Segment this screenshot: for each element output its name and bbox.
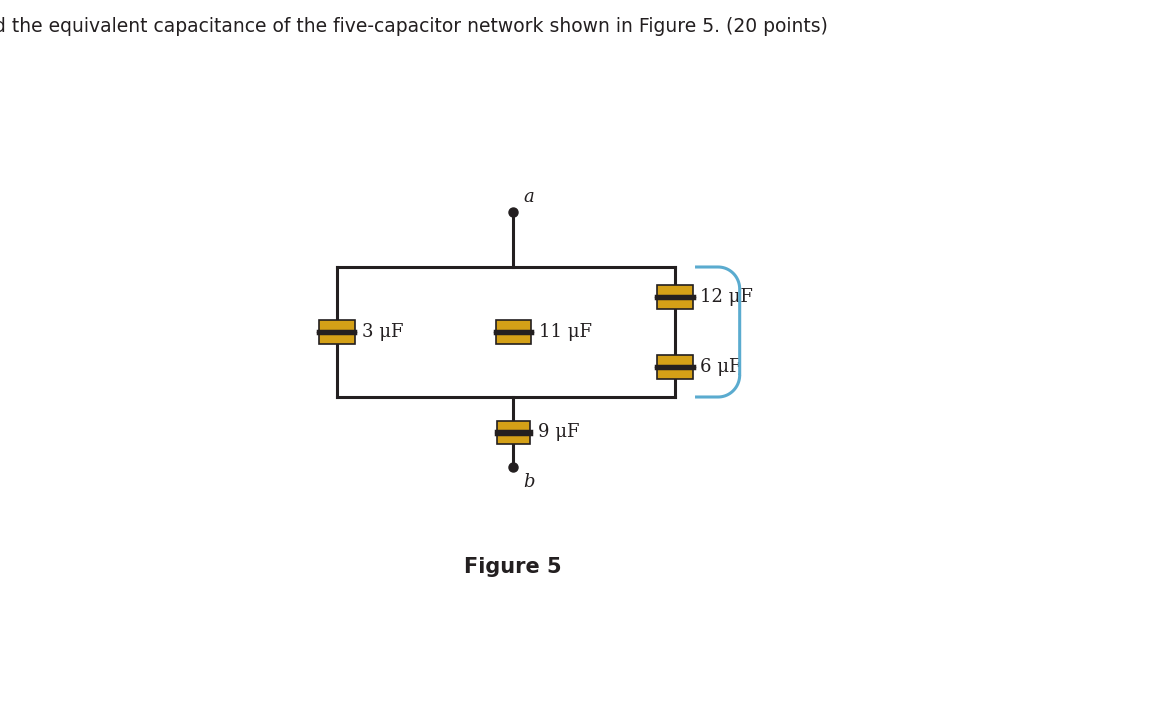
Bar [657,355,693,366]
Text: 6 μF: 6 μF [700,358,742,376]
Bar [496,333,531,344]
Bar [497,433,530,443]
Text: Figure 5: Figure 5 [464,557,562,577]
Bar [657,285,693,296]
Bar [320,333,355,344]
Text: d the equivalent capacitance of the five-capacitor network shown in Figure 5. (2: d the equivalent capacitance of the five… [0,17,827,36]
Bar [657,298,693,309]
Bar [497,420,530,430]
Text: b: b [523,473,534,491]
Bar [657,368,693,379]
Text: a: a [523,188,533,206]
Bar [320,320,355,331]
Bar [496,320,531,331]
Text: 3 μF: 3 μF [363,323,404,341]
Text: 11 μF: 11 μF [539,323,592,341]
Text: 12 μF: 12 μF [700,288,754,306]
Text: 9 μF: 9 μF [538,423,579,441]
